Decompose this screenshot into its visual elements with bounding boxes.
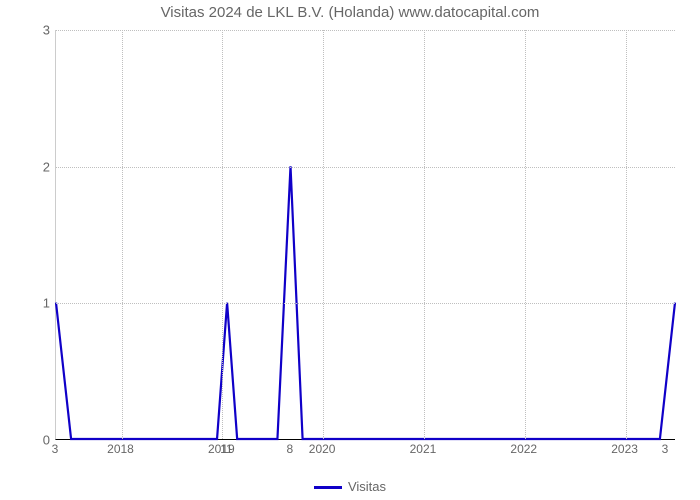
x-tick-label: 2020 bbox=[309, 442, 336, 456]
grid-line-h bbox=[56, 30, 675, 31]
plot-area bbox=[55, 30, 675, 440]
legend-label: Visitas bbox=[348, 479, 386, 494]
grid-line-v bbox=[424, 30, 425, 439]
x-tick-label: 2023 bbox=[611, 442, 638, 456]
y-tick-label: 3 bbox=[10, 23, 50, 38]
data-value-label: 8 bbox=[287, 442, 294, 456]
grid-line-h bbox=[56, 303, 675, 304]
x-tick-label: 2018 bbox=[107, 442, 134, 456]
data-value-label: 3 bbox=[52, 442, 59, 456]
legend-swatch bbox=[314, 486, 342, 489]
chart-container: Visitas 2024 de LKL B.V. (Holanda) www.d… bbox=[0, 0, 700, 500]
x-tick-label: 2022 bbox=[510, 442, 537, 456]
data-value-label: 11 bbox=[220, 442, 232, 456]
grid-line-v bbox=[323, 30, 324, 439]
y-tick-label: 0 bbox=[10, 433, 50, 448]
grid-line-h bbox=[56, 167, 675, 168]
legend: Visitas bbox=[0, 479, 700, 494]
grid-line-v bbox=[222, 30, 223, 439]
x-tick-label: 2021 bbox=[410, 442, 437, 456]
grid-line-v bbox=[626, 30, 627, 439]
line-series bbox=[56, 30, 675, 439]
chart-title: Visitas 2024 de LKL B.V. (Holanda) www.d… bbox=[0, 4, 700, 21]
grid-line-v bbox=[122, 30, 123, 439]
grid-line-v bbox=[525, 30, 526, 439]
y-tick-label: 2 bbox=[10, 159, 50, 174]
data-value-label: 3 bbox=[662, 442, 669, 456]
y-tick-label: 1 bbox=[10, 296, 50, 311]
